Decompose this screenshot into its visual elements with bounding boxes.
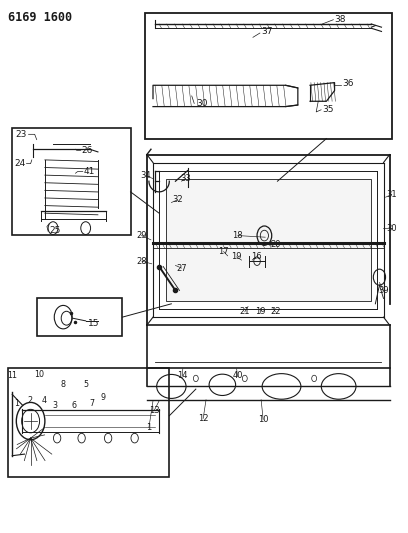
Text: 5: 5 <box>83 381 88 389</box>
Text: 23: 23 <box>16 130 27 139</box>
Text: 34: 34 <box>141 172 151 180</box>
Text: 19: 19 <box>255 308 266 316</box>
Text: 26: 26 <box>82 146 93 155</box>
Text: 24: 24 <box>14 159 26 168</box>
Text: 16: 16 <box>251 253 262 261</box>
Text: 40: 40 <box>232 372 243 380</box>
Text: 18: 18 <box>233 231 243 240</box>
Text: 10: 10 <box>258 415 268 424</box>
Text: 17: 17 <box>218 247 229 256</box>
Text: 38: 38 <box>335 15 346 24</box>
Text: 2: 2 <box>27 397 32 405</box>
Text: 6: 6 <box>72 401 77 409</box>
Bar <box>145 13 392 139</box>
Text: 6169 1600: 6169 1600 <box>8 11 72 23</box>
Text: 35: 35 <box>322 106 334 114</box>
Bar <box>12 128 131 235</box>
Text: 12: 12 <box>198 414 208 423</box>
Text: 39: 39 <box>378 286 389 295</box>
Text: 10: 10 <box>34 370 44 378</box>
Text: 25: 25 <box>49 226 60 235</box>
Text: 30: 30 <box>196 99 207 108</box>
Bar <box>8 368 169 477</box>
Text: 11: 11 <box>7 372 17 380</box>
Bar <box>166 179 371 301</box>
Text: 4: 4 <box>42 397 47 405</box>
Text: 33: 33 <box>180 174 191 183</box>
Text: 37: 37 <box>261 28 273 36</box>
Text: 31: 31 <box>386 190 397 199</box>
Text: 30: 30 <box>386 224 397 232</box>
Text: 29: 29 <box>136 231 147 240</box>
Bar <box>37 298 122 336</box>
Text: 19: 19 <box>231 253 242 261</box>
Text: 21: 21 <box>239 308 250 316</box>
Text: 1: 1 <box>14 399 19 408</box>
Text: 27: 27 <box>176 264 187 272</box>
Text: 22: 22 <box>270 308 281 316</box>
Text: 14: 14 <box>177 372 188 380</box>
Text: 36: 36 <box>342 79 353 88</box>
Text: 7: 7 <box>89 399 94 408</box>
Text: 13: 13 <box>149 406 160 415</box>
Text: 1: 1 <box>146 423 151 432</box>
Text: 3: 3 <box>53 401 58 409</box>
Text: 28: 28 <box>137 257 147 265</box>
Text: 41: 41 <box>84 167 95 176</box>
Text: 15: 15 <box>88 319 99 328</box>
Text: 20: 20 <box>270 240 281 248</box>
Text: 32: 32 <box>172 196 183 204</box>
Text: 9: 9 <box>100 393 105 401</box>
Text: 8: 8 <box>61 381 66 389</box>
